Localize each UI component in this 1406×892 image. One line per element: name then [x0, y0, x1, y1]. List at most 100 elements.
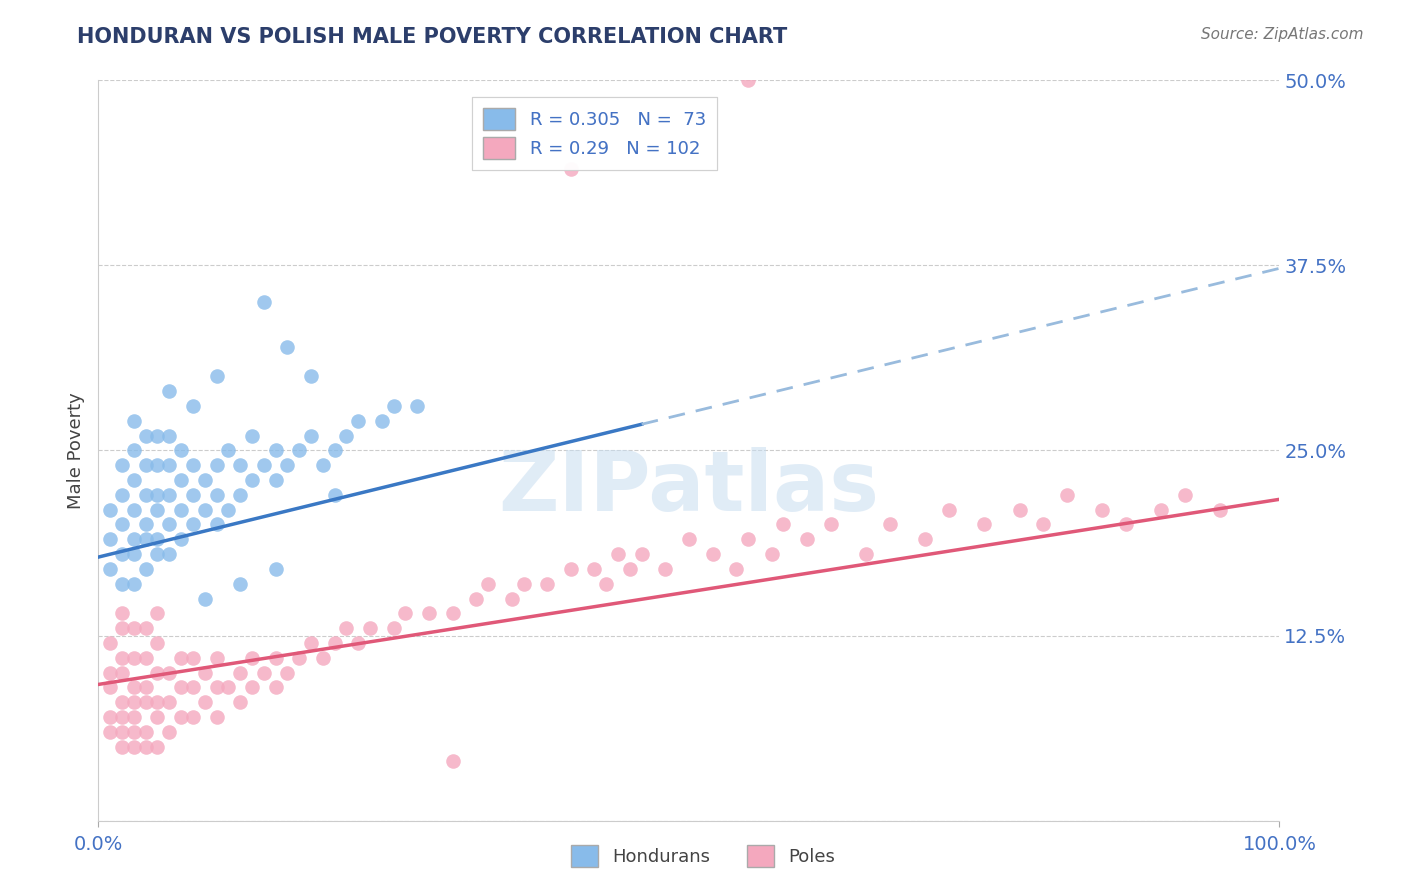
Point — [205, 681, 228, 695]
Point — [111, 665, 134, 680]
Point — [323, 636, 346, 650]
Point — [217, 502, 239, 516]
Point — [288, 443, 311, 458]
Point — [111, 517, 134, 532]
Point — [111, 739, 134, 754]
Point — [299, 636, 322, 650]
Point — [146, 458, 169, 473]
Point — [477, 576, 499, 591]
Point — [418, 607, 440, 621]
Point — [146, 739, 169, 754]
Point — [98, 681, 121, 695]
Point — [111, 458, 134, 473]
Point — [146, 547, 169, 561]
Point — [181, 488, 204, 502]
Point — [135, 562, 157, 576]
Point — [323, 443, 346, 458]
Point — [512, 576, 534, 591]
Point — [157, 724, 180, 739]
Point — [181, 399, 204, 413]
Point — [157, 428, 180, 442]
Point — [772, 517, 794, 532]
Point — [181, 710, 204, 724]
Point — [135, 517, 157, 532]
Point — [583, 562, 606, 576]
Point — [299, 428, 322, 442]
Point — [135, 458, 157, 473]
Point — [299, 369, 322, 384]
Point — [1174, 488, 1197, 502]
Point — [855, 547, 877, 561]
Point — [914, 533, 936, 547]
Point — [359, 621, 381, 635]
Point — [122, 710, 145, 724]
Point — [229, 488, 252, 502]
Text: Source: ZipAtlas.com: Source: ZipAtlas.com — [1201, 27, 1364, 42]
Point — [170, 533, 193, 547]
Point — [678, 533, 700, 547]
Point — [194, 591, 217, 606]
Point — [205, 488, 228, 502]
Point — [217, 443, 239, 458]
Point — [111, 621, 134, 635]
Point — [1209, 502, 1232, 516]
Point — [276, 340, 298, 354]
Point — [98, 562, 121, 576]
Point — [229, 576, 252, 591]
Point — [157, 384, 180, 399]
Point — [253, 665, 276, 680]
Point — [323, 488, 346, 502]
Point — [465, 591, 488, 606]
Point — [122, 443, 145, 458]
Point — [98, 533, 121, 547]
Point — [737, 73, 759, 87]
Point — [382, 621, 405, 635]
Point — [441, 607, 464, 621]
Point — [122, 414, 145, 428]
Point — [146, 533, 169, 547]
Point — [205, 710, 228, 724]
Point — [111, 650, 134, 665]
Point — [111, 710, 134, 724]
Point — [157, 547, 180, 561]
Point — [441, 755, 464, 769]
Point — [737, 533, 759, 547]
Point — [122, 695, 145, 709]
Point — [1032, 517, 1054, 532]
Point — [240, 650, 263, 665]
Point — [135, 428, 157, 442]
Point — [98, 710, 121, 724]
Point — [371, 414, 394, 428]
Point — [1150, 502, 1173, 516]
Point — [111, 724, 134, 739]
Point — [122, 576, 145, 591]
Point — [560, 562, 582, 576]
Point — [146, 665, 169, 680]
Point — [938, 502, 960, 516]
Point — [170, 650, 193, 665]
Point — [205, 369, 228, 384]
Point — [1008, 502, 1031, 516]
Text: ZIPatlas: ZIPatlas — [499, 447, 879, 528]
Point — [205, 650, 228, 665]
Point — [240, 681, 263, 695]
Point — [654, 562, 676, 576]
Legend: Hondurans, Poles: Hondurans, Poles — [564, 838, 842, 874]
Point — [157, 517, 180, 532]
Point — [157, 488, 180, 502]
Point — [264, 650, 287, 665]
Point — [288, 650, 311, 665]
Point — [111, 576, 134, 591]
Point — [536, 576, 558, 591]
Point — [194, 695, 217, 709]
Point — [335, 621, 357, 635]
Point — [194, 473, 217, 487]
Point — [122, 681, 145, 695]
Legend: R = 0.305   N =  73, R = 0.29   N = 102: R = 0.305 N = 73, R = 0.29 N = 102 — [472, 96, 717, 169]
Y-axis label: Male Poverty: Male Poverty — [66, 392, 84, 508]
Point — [276, 665, 298, 680]
Point — [157, 665, 180, 680]
Point — [394, 607, 416, 621]
Point — [1115, 517, 1137, 532]
Point — [253, 458, 276, 473]
